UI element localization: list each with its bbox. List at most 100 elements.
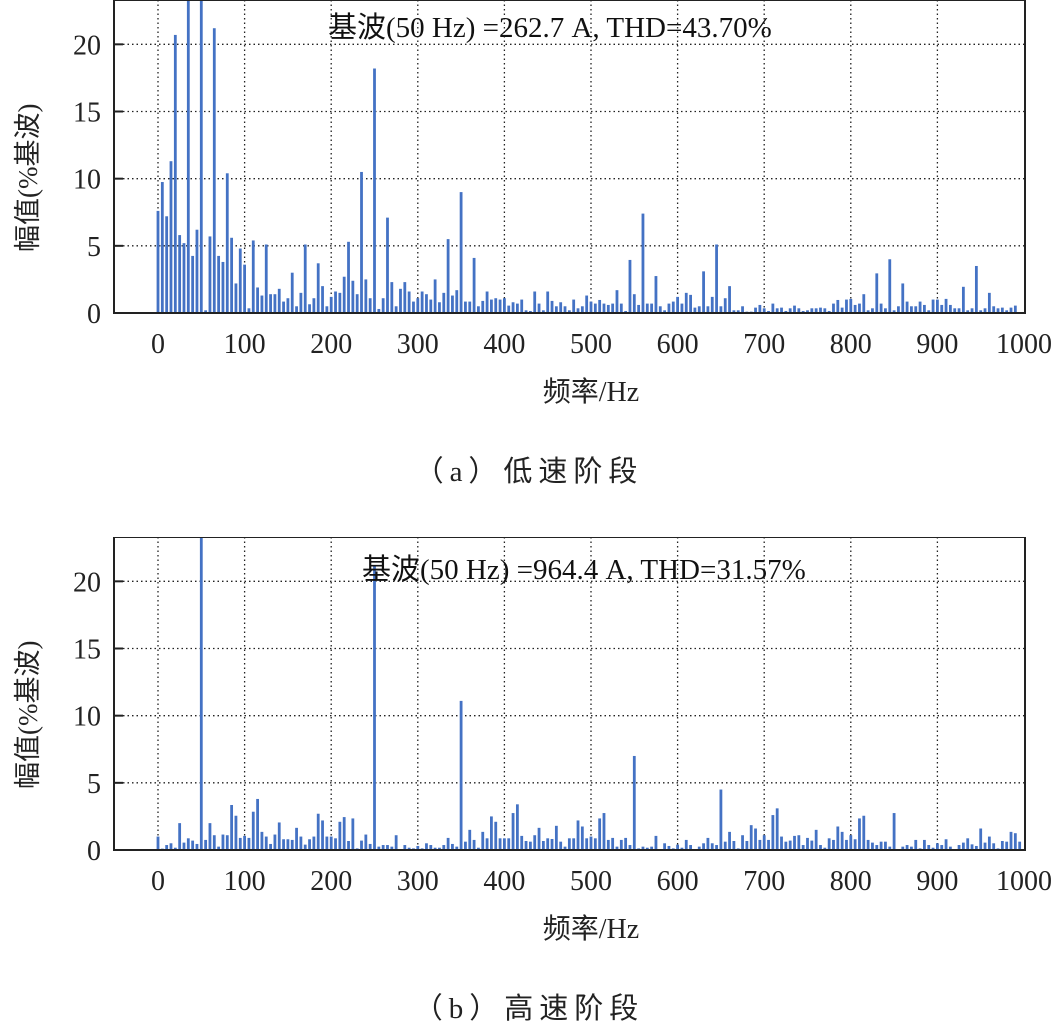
bar bbox=[347, 840, 350, 850]
bar bbox=[866, 839, 870, 850]
bar bbox=[754, 828, 757, 850]
bar bbox=[533, 291, 537, 313]
bar bbox=[490, 816, 493, 850]
bar bbox=[936, 843, 939, 850]
bar bbox=[819, 307, 822, 313]
bar bbox=[364, 834, 368, 850]
x-tick-label: 200 bbox=[310, 329, 352, 360]
bar bbox=[801, 310, 805, 313]
bar bbox=[987, 292, 991, 313]
bar bbox=[533, 835, 537, 850]
bar bbox=[438, 847, 441, 850]
y-tick-label: 15 bbox=[73, 634, 101, 665]
bar bbox=[641, 213, 645, 313]
bar bbox=[260, 295, 264, 313]
bar bbox=[347, 241, 350, 313]
bar bbox=[710, 843, 714, 850]
bar bbox=[862, 815, 866, 850]
bar bbox=[914, 306, 918, 313]
bar bbox=[602, 813, 606, 850]
bar bbox=[940, 845, 944, 850]
bar bbox=[667, 845, 671, 850]
bar bbox=[550, 300, 554, 313]
bar bbox=[897, 306, 900, 313]
bar bbox=[1013, 305, 1017, 313]
x-tick-label: 500 bbox=[570, 866, 612, 897]
bar bbox=[442, 292, 446, 313]
bar bbox=[641, 846, 645, 850]
bar bbox=[793, 835, 796, 850]
bar bbox=[983, 842, 987, 850]
bar bbox=[412, 301, 415, 313]
bar bbox=[156, 836, 160, 850]
bar bbox=[472, 839, 476, 850]
bar bbox=[788, 308, 792, 313]
bar bbox=[282, 301, 285, 313]
bar bbox=[827, 838, 831, 850]
bar bbox=[888, 846, 892, 850]
bar bbox=[329, 296, 333, 313]
x-tick-label: 200 bbox=[310, 866, 352, 897]
bar bbox=[234, 815, 238, 850]
bar bbox=[520, 835, 524, 850]
bar bbox=[498, 299, 502, 313]
bar bbox=[771, 303, 775, 313]
bar bbox=[858, 303, 861, 313]
bar bbox=[191, 840, 195, 850]
bar bbox=[849, 835, 853, 850]
bar bbox=[507, 305, 511, 313]
bar bbox=[208, 823, 212, 850]
bar bbox=[1013, 833, 1017, 850]
x-axis-label-b: 频率/Hz bbox=[542, 914, 640, 945]
bar bbox=[684, 839, 688, 850]
bar bbox=[866, 310, 870, 313]
bar bbox=[619, 303, 623, 313]
bar bbox=[269, 843, 272, 850]
bar bbox=[308, 839, 311, 850]
bar bbox=[217, 846, 221, 850]
bar bbox=[230, 804, 234, 850]
y-axis-label-b: 幅值(%基波) bbox=[13, 640, 43, 789]
bar bbox=[338, 821, 342, 850]
bar bbox=[680, 847, 684, 850]
bar bbox=[832, 839, 835, 850]
bar bbox=[585, 295, 589, 313]
bar bbox=[204, 310, 208, 313]
bar bbox=[277, 288, 281, 313]
y-tick-label: 0 bbox=[87, 299, 101, 330]
bar bbox=[537, 827, 541, 850]
bar bbox=[321, 286, 324, 313]
bar bbox=[377, 308, 381, 313]
bar bbox=[576, 820, 580, 850]
bar bbox=[373, 68, 376, 313]
bar bbox=[775, 308, 779, 313]
bar bbox=[974, 265, 978, 313]
bar bbox=[910, 306, 913, 313]
bar bbox=[165, 216, 169, 313]
x-tick-label: 600 bbox=[657, 329, 699, 360]
bar bbox=[559, 302, 563, 313]
bar bbox=[762, 308, 766, 313]
bar bbox=[485, 838, 489, 850]
bar bbox=[723, 841, 727, 850]
bar bbox=[602, 303, 606, 313]
bar bbox=[1005, 310, 1009, 313]
bar bbox=[563, 306, 567, 313]
plot-frame bbox=[113, 537, 1026, 851]
bar bbox=[351, 818, 355, 850]
bar bbox=[871, 842, 874, 850]
bar bbox=[767, 310, 770, 313]
x-tick-label: 900 bbox=[916, 866, 958, 897]
bar bbox=[585, 838, 589, 850]
bar bbox=[901, 283, 905, 313]
bar bbox=[736, 310, 740, 313]
bar bbox=[624, 837, 628, 850]
bar bbox=[645, 847, 649, 850]
x-tick-label: 600 bbox=[657, 866, 699, 897]
bar bbox=[628, 845, 632, 850]
bar bbox=[806, 837, 809, 850]
bar bbox=[429, 845, 433, 850]
bar bbox=[702, 843, 705, 850]
bar bbox=[312, 836, 316, 850]
